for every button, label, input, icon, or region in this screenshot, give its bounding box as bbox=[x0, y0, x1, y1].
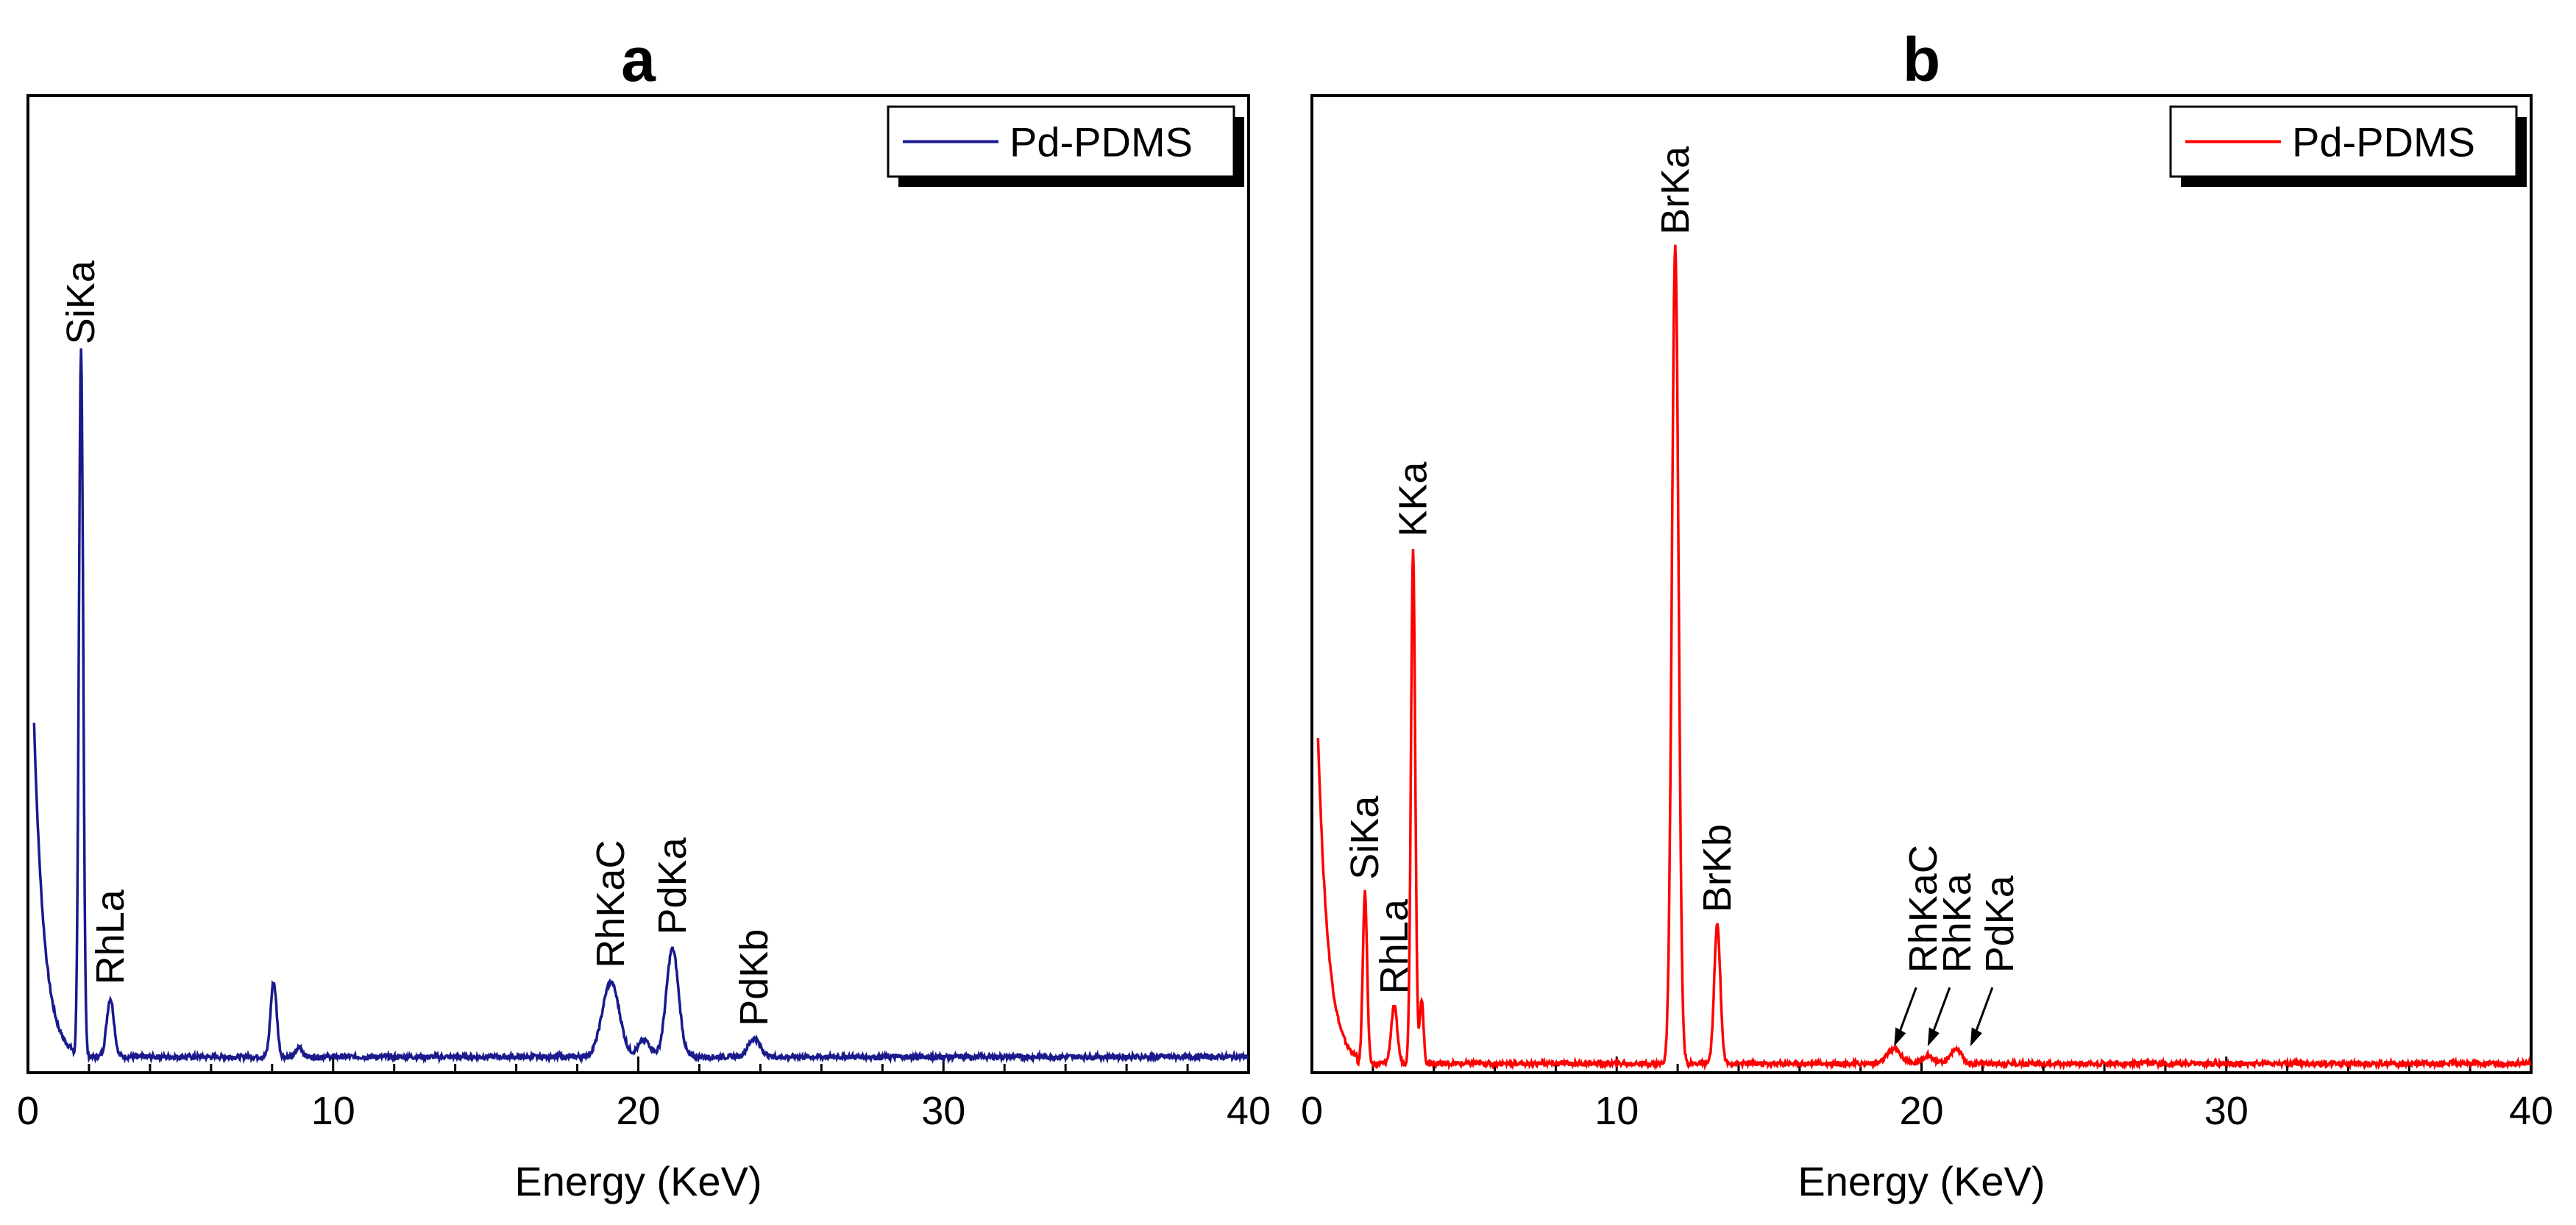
x-axis-label: Energy (KeV) bbox=[514, 1158, 762, 1204]
x-tick-label: 30 bbox=[921, 1089, 965, 1133]
peak-label: PdKa bbox=[650, 837, 695, 934]
peak-label: RhKaC bbox=[589, 840, 633, 968]
peak-label: SiKa bbox=[1343, 795, 1387, 880]
x-tick-label: 20 bbox=[1899, 1089, 1943, 1133]
arrow-head bbox=[1894, 1027, 1906, 1047]
arrow-head bbox=[1970, 1027, 1982, 1047]
plot-frame bbox=[26, 94, 1250, 1074]
x-tick-label: 40 bbox=[2509, 1089, 2553, 1133]
peak-label: RhKa bbox=[1935, 873, 1979, 973]
x-tick-label: 0 bbox=[17, 1089, 39, 1133]
x-axis-label: Energy (KeV) bbox=[1798, 1158, 2045, 1204]
peak-label: PdKb bbox=[732, 929, 776, 1026]
peak-label: PdKa bbox=[1978, 875, 2022, 973]
x-tick-label: 40 bbox=[1227, 1089, 1271, 1133]
x-tick-label: 30 bbox=[2204, 1089, 2249, 1133]
peak-label: KKa bbox=[1391, 461, 1436, 537]
arrow-head bbox=[1927, 1027, 1940, 1047]
panel-title: b bbox=[1903, 25, 1940, 94]
x-tick-label: 10 bbox=[311, 1089, 355, 1133]
x-tick-label: 0 bbox=[1301, 1089, 1323, 1133]
x-tick-label: 10 bbox=[1594, 1089, 1639, 1133]
panel-a: a 0 10 20 30 40 Energy (KeV) SiKa RhLa RhKaC PdKa P… bbox=[17, 25, 1271, 1204]
peak-label: RhLa bbox=[88, 889, 132, 984]
peak-label: BrKa bbox=[1653, 146, 1697, 235]
x-tick-label: 20 bbox=[616, 1089, 660, 1133]
legend-label: Pd-PDMS bbox=[1010, 119, 1193, 166]
peak-label: RhKaC bbox=[1901, 845, 1945, 973]
peak-label: SiKa bbox=[59, 260, 103, 344]
panel-title: a bbox=[621, 25, 656, 94]
spectrum-line bbox=[32, 348, 1249, 1065]
panel-b: b 0 10 20 30 40 Energy (KeV) SiKa RhLa KKa BrKa BrK… bbox=[1301, 25, 2553, 1204]
peak-label: RhLa bbox=[1372, 898, 1416, 994]
peak-label: BrKb bbox=[1695, 824, 1739, 912]
legend-label: Pd-PDMS bbox=[2292, 119, 2475, 166]
spectrum-line bbox=[1316, 244, 2532, 1071]
legend-box bbox=[2169, 105, 2518, 178]
